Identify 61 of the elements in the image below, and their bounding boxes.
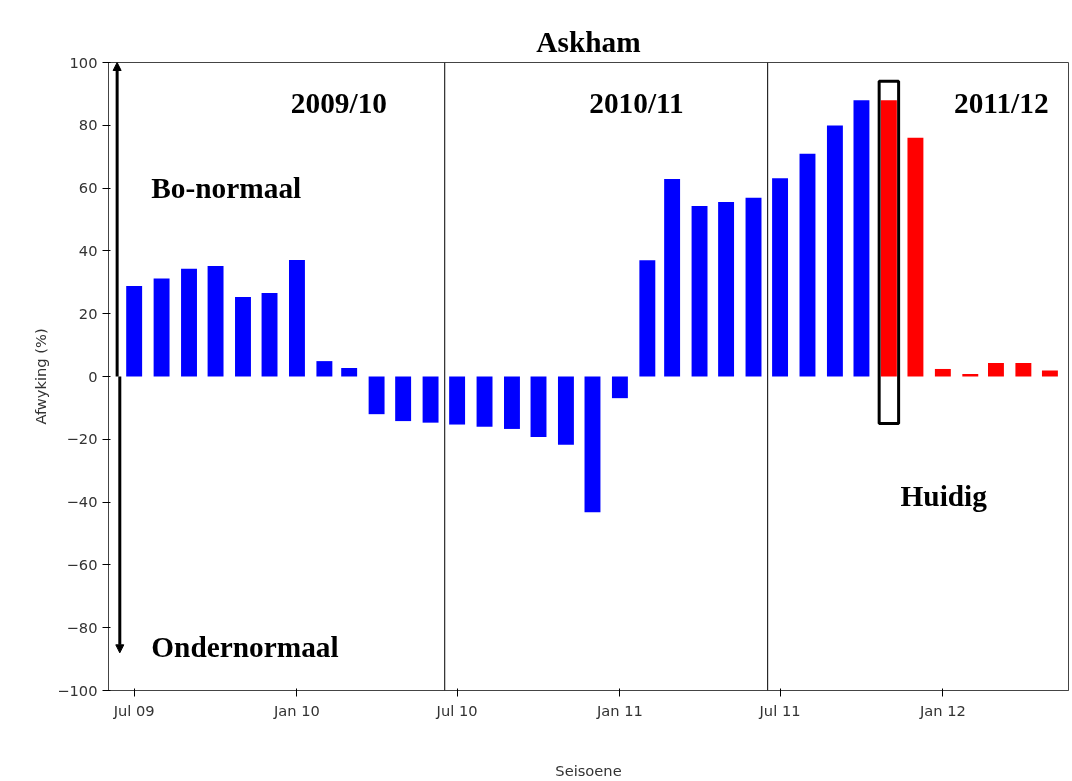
bar: [341, 368, 358, 377]
bar: [799, 153, 816, 377]
bar: [987, 363, 1004, 377]
x-tick-label: Jan 12: [918, 701, 966, 719]
x-tick-label: Jul 11: [758, 701, 801, 719]
bar: [745, 197, 762, 377]
bar: [316, 361, 333, 377]
bar: [962, 373, 979, 377]
bar: [422, 376, 439, 423]
bar: [153, 278, 170, 377]
bar: [207, 265, 224, 377]
bar: [261, 292, 278, 377]
x-tick-label: Jul 10: [435, 701, 478, 719]
x-tick-label: Jan 11: [595, 701, 643, 719]
bar: [664, 178, 681, 377]
annotation: 2010/11: [589, 87, 684, 120]
bar: [126, 286, 143, 377]
bar: [584, 376, 601, 513]
bar: [289, 260, 305, 377]
bar: [772, 178, 789, 377]
annotation: Ondernormaal: [151, 630, 339, 663]
x-axis-title: Seisoene: [555, 761, 622, 779]
y-axis-title: Afwyking (%): [32, 328, 50, 425]
bar: [368, 376, 385, 415]
y-tick-label: 0: [88, 367, 98, 385]
bar: [476, 376, 493, 427]
x-tick-label: Jan 10: [273, 701, 320, 719]
x-tick-label: Jul 09: [112, 701, 155, 719]
bar: [530, 376, 547, 438]
y-tick-label: 100: [69, 53, 98, 71]
annotation: 2011/12: [954, 87, 1049, 120]
bar: [181, 268, 197, 377]
chart-title: Askham: [536, 25, 641, 58]
y-tick-label: −40: [66, 493, 98, 511]
bar: [611, 376, 628, 399]
bar: [557, 376, 574, 445]
bar: [639, 260, 656, 377]
bar: [1041, 370, 1058, 377]
y-tick-label: −80: [66, 618, 98, 636]
y-tick-label: 80: [78, 116, 98, 134]
bar: [504, 376, 520, 429]
bar: [907, 137, 924, 377]
annotation: Bo-normaal: [151, 172, 302, 205]
bar: [853, 100, 870, 377]
bar: [826, 125, 843, 377]
annotation: Huidig: [900, 479, 988, 512]
bar: [235, 297, 251, 377]
annotation: 2009/10: [290, 87, 387, 120]
y-tick-label: −20: [66, 430, 98, 448]
y-tick-label: −60: [66, 555, 98, 573]
bar: [691, 206, 708, 377]
y-tick-label: 40: [78, 241, 98, 259]
bar: [934, 368, 951, 377]
y-tick-label: −100: [57, 681, 98, 699]
bar: [880, 100, 897, 377]
bar: [718, 201, 735, 377]
bar: [395, 376, 412, 422]
bar: [1015, 363, 1032, 377]
y-tick-label: 20: [78, 304, 98, 322]
y-tick-label: 60: [78, 179, 98, 197]
bar: [449, 376, 466, 425]
